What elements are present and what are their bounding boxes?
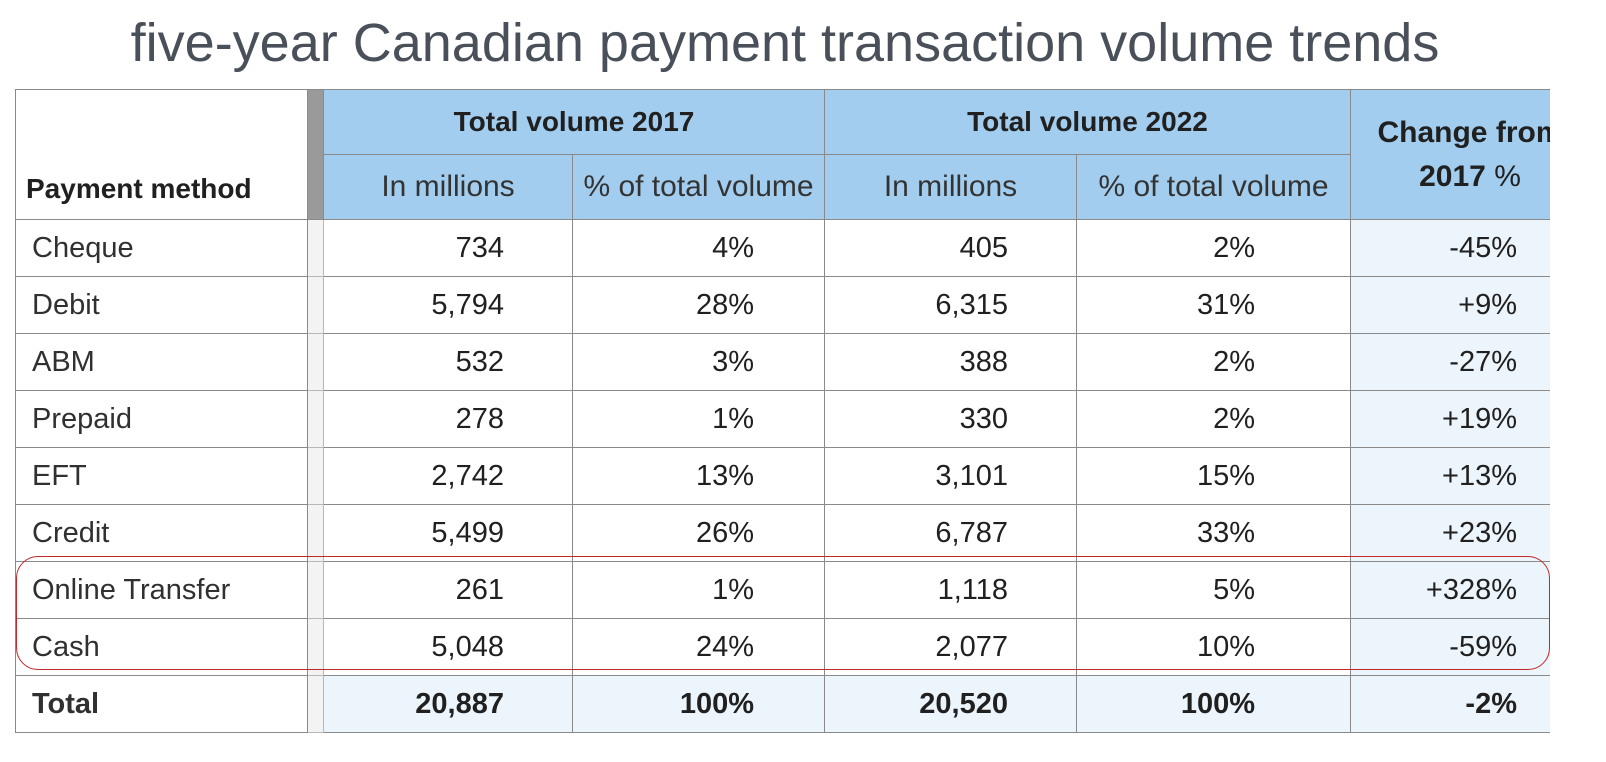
header-change-pct: %: [1494, 159, 1521, 193]
cell-change: -27%: [1350, 333, 1590, 391]
cell-2017-millions: 5,499: [323, 504, 573, 562]
row-divider: [307, 276, 324, 334]
cell-2022-millions: 20,520: [824, 675, 1077, 733]
cell-2017-pct: 28%: [572, 276, 825, 334]
header-change-year: 2017: [1419, 159, 1486, 193]
cell-payment-method: Debit: [15, 276, 308, 334]
row-divider: [307, 219, 324, 277]
cell-2017-millions: 2,742: [323, 447, 573, 505]
cell-2022-pct: 2%: [1076, 333, 1351, 391]
cell-2017-millions: 532: [323, 333, 573, 391]
cell-2017-pct: 100%: [572, 675, 825, 733]
table-row: EFT 2,742 13% 3,101 15% +13%: [15, 447, 1590, 505]
cell-2022-pct: 33%: [1076, 504, 1351, 562]
row-divider: [307, 390, 324, 448]
cell-2017-pct: 1%: [572, 561, 825, 619]
row-divider: [307, 333, 324, 391]
cell-2022-pct: 2%: [1076, 390, 1351, 448]
table-row: Debit 5,794 28% 6,315 31% +9%: [15, 276, 1590, 334]
row-divider: [307, 504, 324, 562]
chart-title: five-year Canadian payment transaction v…: [130, 13, 1440, 73]
data-table: Payment method Total volume 2017 Total v…: [15, 89, 1590, 733]
cell-2022-millions: 405: [824, 219, 1077, 277]
header-total-volume-2022: Total volume 2022: [824, 89, 1351, 155]
table-row: ABM 532 3% 388 2% -27%: [15, 333, 1590, 391]
header-row-sub: In millions % of total volume In million…: [16, 154, 1590, 220]
cell-2022-pct: 15%: [1076, 447, 1351, 505]
cell-2022-millions: 1,118: [824, 561, 1077, 619]
cell-payment-method: Credit: [15, 504, 308, 562]
cell-2017-millions: 5,048: [323, 618, 573, 676]
cell-2022-pct: 2%: [1076, 219, 1351, 277]
cell-payment-method: ABM: [15, 333, 308, 391]
header-row-groups: Payment method Total volume 2017 Total v…: [15, 89, 1590, 220]
row-divider: [307, 561, 324, 619]
table-row: Cheque 734 4% 405 2% -45%: [15, 219, 1590, 277]
cell-2017-pct: 3%: [572, 333, 825, 391]
header-2022-pct-total: % of total volume: [1076, 154, 1351, 220]
cell-2022-pct: 5%: [1076, 561, 1351, 619]
table-row: Online Transfer 261 1% 1,118 5% +328%: [15, 561, 1590, 619]
header-2022-in-millions: In millions: [824, 154, 1077, 220]
cell-2017-pct: 24%: [572, 618, 825, 676]
cell-2017-pct: 1%: [572, 390, 825, 448]
payment-volume-table: Payment method Total volume 2017 Total v…: [15, 89, 1590, 745]
cell-2022-pct: 31%: [1076, 276, 1351, 334]
header-change: Change from 2017 %: [1350, 89, 1590, 220]
cell-2022-pct: 10%: [1076, 618, 1351, 676]
cell-2022-millions: 3,101: [824, 447, 1077, 505]
cell-2022-millions: 6,315: [824, 276, 1077, 334]
cell-2022-pct: 100%: [1076, 675, 1351, 733]
header-divider: [307, 89, 324, 220]
header-2017-in-millions: In millions: [323, 154, 573, 220]
cell-2017-pct: 13%: [572, 447, 825, 505]
cell-2017-millions: 734: [323, 219, 573, 277]
cell-2017-pct: 4%: [572, 219, 825, 277]
cell-2017-pct: 26%: [572, 504, 825, 562]
right-edge-crop: [1550, 89, 1606, 749]
cell-2017-millions: 5,794: [323, 276, 573, 334]
cell-payment-method: Online Transfer: [15, 561, 308, 619]
cell-2017-millions: 261: [323, 561, 573, 619]
cell-2022-millions: 2,077: [824, 618, 1077, 676]
table-row: Prepaid 278 1% 330 2% +19%: [15, 390, 1590, 448]
cell-2022-millions: 330: [824, 390, 1077, 448]
header-2017-pct-total: % of total volume: [572, 154, 825, 220]
cell-2017-millions: 20,887: [323, 675, 573, 733]
row-divider: [307, 447, 324, 505]
cell-payment-method: Cash: [15, 618, 308, 676]
row-divider: [307, 675, 324, 733]
cell-payment-method: Cheque: [15, 219, 308, 277]
header-change-line1: Change from: [1377, 115, 1563, 149]
cell-payment-method: Prepaid: [15, 390, 308, 448]
cell-2022-millions: 6,787: [824, 504, 1077, 562]
table-body: Cheque 734 4% 405 2% -45% Debit 5,794 28% 6,315 31…: [15, 219, 1590, 733]
row-divider: [307, 618, 324, 676]
cell-payment-method: EFT: [15, 447, 308, 505]
table-row: Credit 5,499 26% 6,787 33% +23%: [15, 504, 1590, 562]
total-row: Total 20,887 100% 20,520 100% -2%: [15, 675, 1590, 733]
table-row: Cash 5,048 24% 2,077 10% -59%: [15, 618, 1590, 676]
cell-payment-method: Total: [15, 675, 308, 733]
header-total-volume-2017: Total volume 2017: [323, 89, 825, 155]
cell-2022-millions: 388: [824, 333, 1077, 391]
cell-2017-millions: 278: [323, 390, 573, 448]
header-payment-method: Payment method: [15, 89, 308, 220]
